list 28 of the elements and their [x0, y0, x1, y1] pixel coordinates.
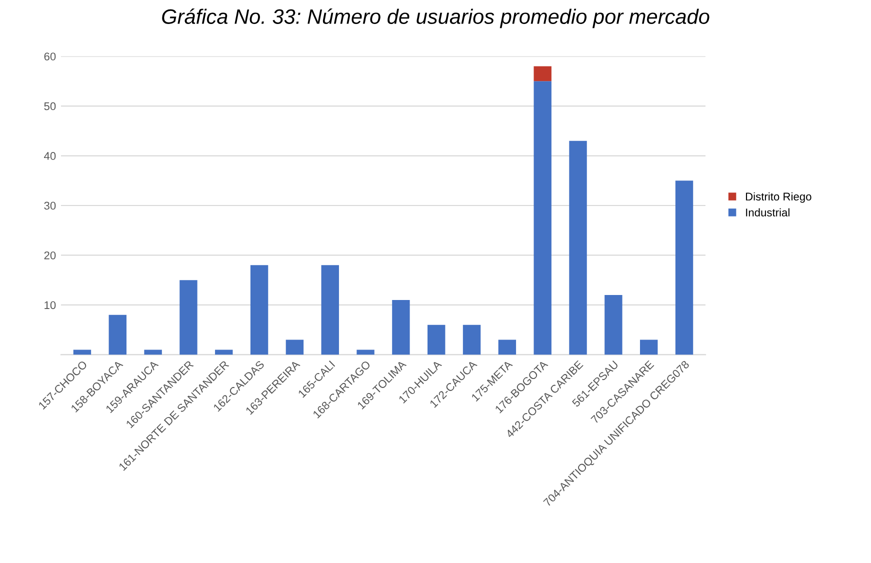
legend-label: Industrial [746, 208, 790, 216]
bar [108, 314, 126, 355]
bar [640, 340, 658, 355]
bar [534, 66, 552, 82]
bar [498, 340, 516, 355]
bar [462, 324, 481, 355]
bar [250, 265, 268, 355]
bar [675, 180, 694, 355]
bar [144, 350, 162, 355]
bar [604, 295, 622, 355]
y-tick-label: 30 [44, 202, 56, 210]
bar [215, 350, 233, 355]
bar [73, 350, 92, 355]
y-tick-label: 10 [44, 301, 56, 310]
bar [569, 140, 587, 355]
y-tick-label: 50 [44, 102, 56, 110]
bar [356, 350, 374, 355]
chart-title: Gráfica No. 33: Número de usuarios promedio por mercado [162, 8, 710, 28]
bar [321, 265, 339, 355]
y-tick-label: 60 [44, 52, 56, 60]
bar [180, 280, 198, 355]
y-tick-label: 40 [44, 152, 56, 160]
legend-label: Distrito Riego [746, 192, 812, 203]
bar [392, 300, 410, 355]
y-tick-label: 20 [44, 251, 56, 260]
bar [286, 340, 304, 355]
bar [428, 324, 446, 355]
bar [534, 81, 552, 355]
